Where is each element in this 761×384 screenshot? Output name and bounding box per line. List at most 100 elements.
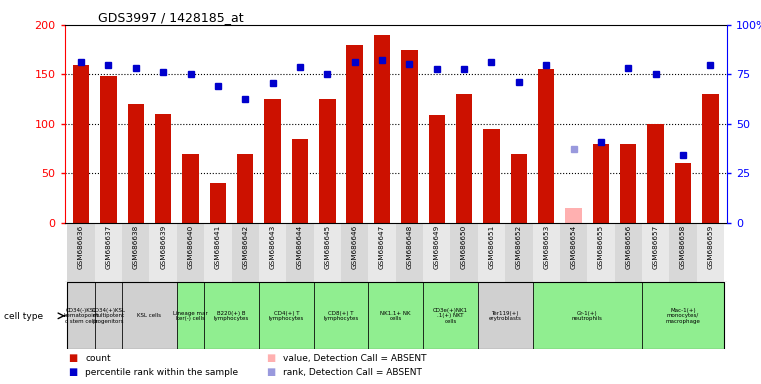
Bar bbox=[428, 115, 445, 223]
Bar bbox=[593, 144, 609, 223]
Bar bbox=[620, 144, 636, 223]
Bar bbox=[401, 50, 418, 223]
Text: GSM686637: GSM686637 bbox=[106, 225, 111, 269]
Bar bbox=[478, 282, 533, 349]
Text: ■: ■ bbox=[68, 367, 78, 377]
Bar bbox=[68, 223, 95, 282]
Text: CD34(-)KSL
hematopoiet
c stem cells: CD34(-)KSL hematopoiet c stem cells bbox=[63, 308, 99, 324]
Text: GDS3997 / 1428185_at: GDS3997 / 1428185_at bbox=[97, 11, 244, 24]
Text: percentile rank within the sample: percentile rank within the sample bbox=[85, 368, 238, 377]
Bar bbox=[642, 282, 724, 349]
Bar bbox=[615, 223, 642, 282]
Bar bbox=[149, 223, 177, 282]
Bar bbox=[231, 223, 259, 282]
Text: NK1.1+ NK
cells: NK1.1+ NK cells bbox=[380, 311, 411, 321]
Text: Ter119(+)
erytroblasts: Ter119(+) erytroblasts bbox=[489, 311, 521, 321]
Bar bbox=[483, 129, 500, 223]
Bar bbox=[565, 208, 581, 223]
Text: rank, Detection Call = ABSENT: rank, Detection Call = ABSENT bbox=[283, 368, 422, 377]
Text: ■: ■ bbox=[68, 353, 78, 363]
Text: GSM686638: GSM686638 bbox=[133, 225, 139, 269]
Text: GSM686659: GSM686659 bbox=[707, 225, 713, 269]
Bar bbox=[642, 223, 670, 282]
Text: count: count bbox=[85, 354, 111, 363]
Text: GSM686646: GSM686646 bbox=[352, 225, 358, 269]
Text: GSM686641: GSM686641 bbox=[215, 225, 221, 269]
Bar bbox=[423, 282, 478, 349]
Bar bbox=[368, 223, 396, 282]
Text: cell type: cell type bbox=[4, 312, 43, 321]
Text: GSM686640: GSM686640 bbox=[187, 225, 193, 269]
Text: GSM686650: GSM686650 bbox=[461, 225, 467, 269]
Text: GSM686645: GSM686645 bbox=[324, 225, 330, 269]
Text: ■: ■ bbox=[266, 353, 275, 363]
Bar bbox=[533, 282, 642, 349]
Bar bbox=[696, 223, 724, 282]
Bar bbox=[291, 139, 308, 223]
Text: GSM686647: GSM686647 bbox=[379, 225, 385, 269]
Text: GSM686643: GSM686643 bbox=[269, 225, 275, 269]
Text: GSM686657: GSM686657 bbox=[653, 225, 658, 269]
Text: Gr-1(+)
neutrophils: Gr-1(+) neutrophils bbox=[572, 311, 603, 321]
Text: GSM686658: GSM686658 bbox=[680, 225, 686, 269]
Bar bbox=[177, 223, 204, 282]
Bar bbox=[264, 99, 281, 223]
Bar bbox=[478, 223, 505, 282]
Bar bbox=[511, 154, 527, 223]
Bar bbox=[314, 223, 341, 282]
Text: CD4(+) T
lymphocytes: CD4(+) T lymphocytes bbox=[269, 311, 304, 321]
Text: GSM686656: GSM686656 bbox=[626, 225, 632, 269]
Bar bbox=[587, 223, 615, 282]
Text: B220(+) B
lymphocytes: B220(+) B lymphocytes bbox=[214, 311, 249, 321]
Bar bbox=[538, 70, 555, 223]
Bar bbox=[259, 282, 314, 349]
Text: GSM686649: GSM686649 bbox=[434, 225, 440, 269]
Bar bbox=[423, 223, 451, 282]
Text: value, Detection Call = ABSENT: value, Detection Call = ABSENT bbox=[283, 354, 427, 363]
Bar bbox=[73, 65, 89, 223]
Bar bbox=[237, 154, 253, 223]
Bar bbox=[204, 223, 231, 282]
Bar bbox=[505, 223, 533, 282]
Text: GSM686651: GSM686651 bbox=[489, 225, 495, 269]
Bar bbox=[95, 282, 122, 349]
Bar bbox=[68, 282, 95, 349]
Text: KSL cells: KSL cells bbox=[138, 313, 161, 318]
Text: GSM686653: GSM686653 bbox=[543, 225, 549, 269]
Text: GSM686654: GSM686654 bbox=[571, 225, 577, 269]
Bar bbox=[648, 124, 664, 223]
Bar bbox=[368, 282, 423, 349]
Bar bbox=[95, 223, 122, 282]
Bar bbox=[204, 282, 259, 349]
Text: GSM686642: GSM686642 bbox=[242, 225, 248, 269]
Text: Lineage mar
ker(-) cells: Lineage mar ker(-) cells bbox=[174, 311, 208, 321]
Bar bbox=[128, 104, 144, 223]
Bar bbox=[675, 164, 691, 223]
Text: CD8(+) T
lymphocytes: CD8(+) T lymphocytes bbox=[323, 311, 358, 321]
Bar bbox=[456, 94, 473, 223]
Bar bbox=[210, 183, 226, 223]
Text: Mac-1(+)
monocytes/
macrophage: Mac-1(+) monocytes/ macrophage bbox=[666, 308, 700, 324]
Bar bbox=[314, 282, 368, 349]
Bar bbox=[533, 223, 560, 282]
Bar bbox=[183, 154, 199, 223]
Bar bbox=[122, 282, 177, 349]
Text: GSM686655: GSM686655 bbox=[598, 225, 604, 269]
Bar bbox=[451, 223, 478, 282]
Bar bbox=[346, 45, 363, 223]
Bar bbox=[177, 282, 204, 349]
Bar bbox=[341, 223, 368, 282]
Bar bbox=[286, 223, 314, 282]
Text: GSM686636: GSM686636 bbox=[78, 225, 84, 269]
Bar bbox=[155, 114, 171, 223]
Text: GSM686652: GSM686652 bbox=[516, 225, 522, 269]
Bar bbox=[319, 99, 336, 223]
Text: GSM686639: GSM686639 bbox=[160, 225, 166, 269]
Text: CD34(+)KSL
multipotent
progenitors: CD34(+)KSL multipotent progenitors bbox=[91, 308, 126, 324]
Bar bbox=[374, 35, 390, 223]
Text: CD3e(+)NK1
.1(+) NKT
cells: CD3e(+)NK1 .1(+) NKT cells bbox=[433, 308, 468, 324]
Bar bbox=[100, 76, 116, 223]
Bar bbox=[122, 223, 149, 282]
Bar bbox=[259, 223, 286, 282]
Bar bbox=[702, 94, 718, 223]
